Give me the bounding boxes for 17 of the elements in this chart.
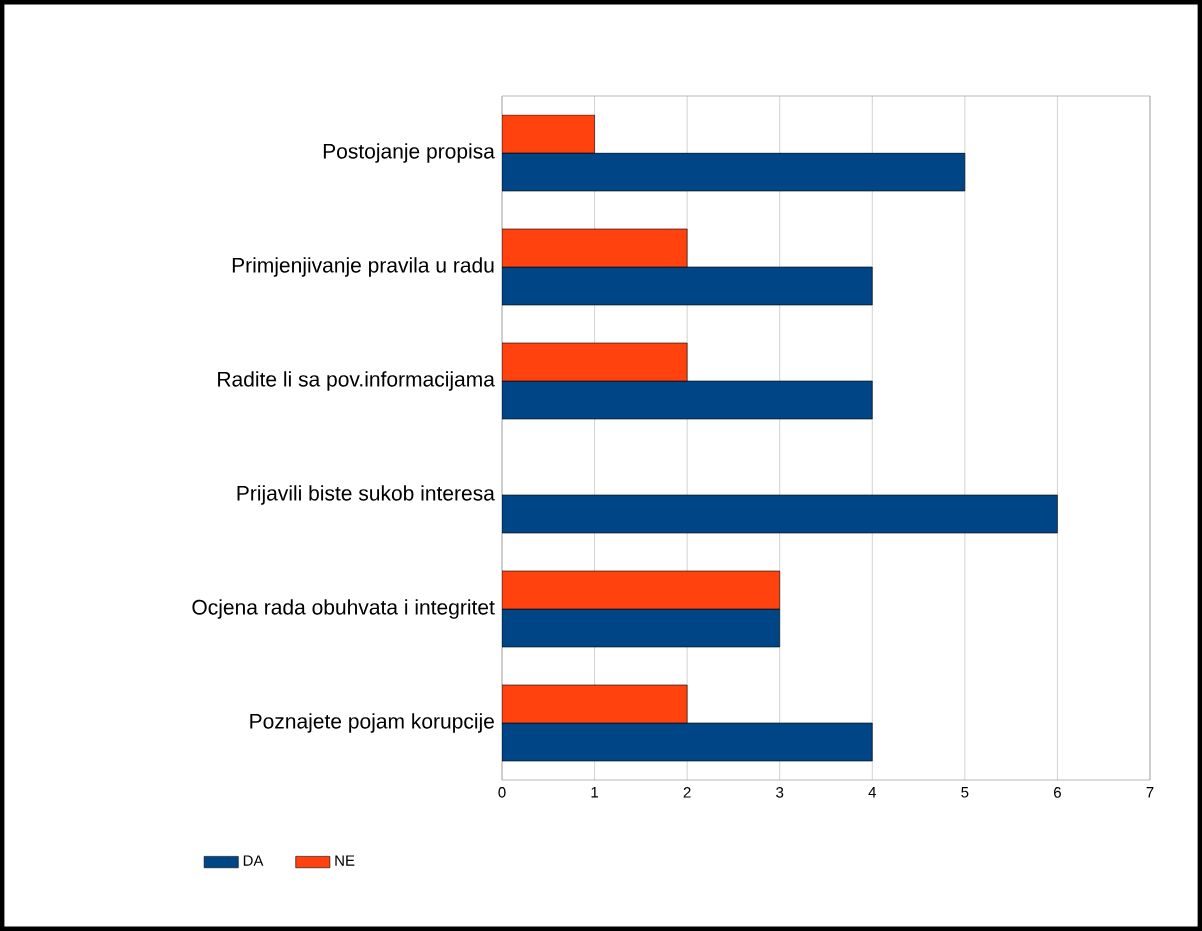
x-tick-label: 2: [683, 787, 691, 798]
y-tick-label: Radite li sa pov.informacijama: [218, 371, 495, 391]
x-tick-label: 4: [868, 787, 877, 798]
bar: [502, 494, 1058, 534]
x-tick-label: 3: [776, 787, 784, 798]
y-tick-label: Prijavili biste sukob interesa: [237, 485, 495, 505]
legend-label: DA: [243, 855, 264, 866]
y-tick-label: Primjenjivanje pravila u radu: [232, 257, 494, 277]
x-tick-label: 5: [961, 787, 969, 798]
y-tick-label: Postojanje propisa: [323, 143, 495, 163]
x-tick-label: 1: [591, 787, 599, 798]
y-tick-label: Ocjena rada obuhvata i integritet: [192, 599, 495, 619]
legend-label: NE: [335, 855, 355, 866]
x-tick-label: 7: [1146, 787, 1154, 798]
x-tick-label: 6: [1054, 787, 1061, 798]
y-tick-label: Poznajete pojam korupcije: [250, 713, 494, 733]
x-tick-label: 0: [498, 787, 506, 798]
